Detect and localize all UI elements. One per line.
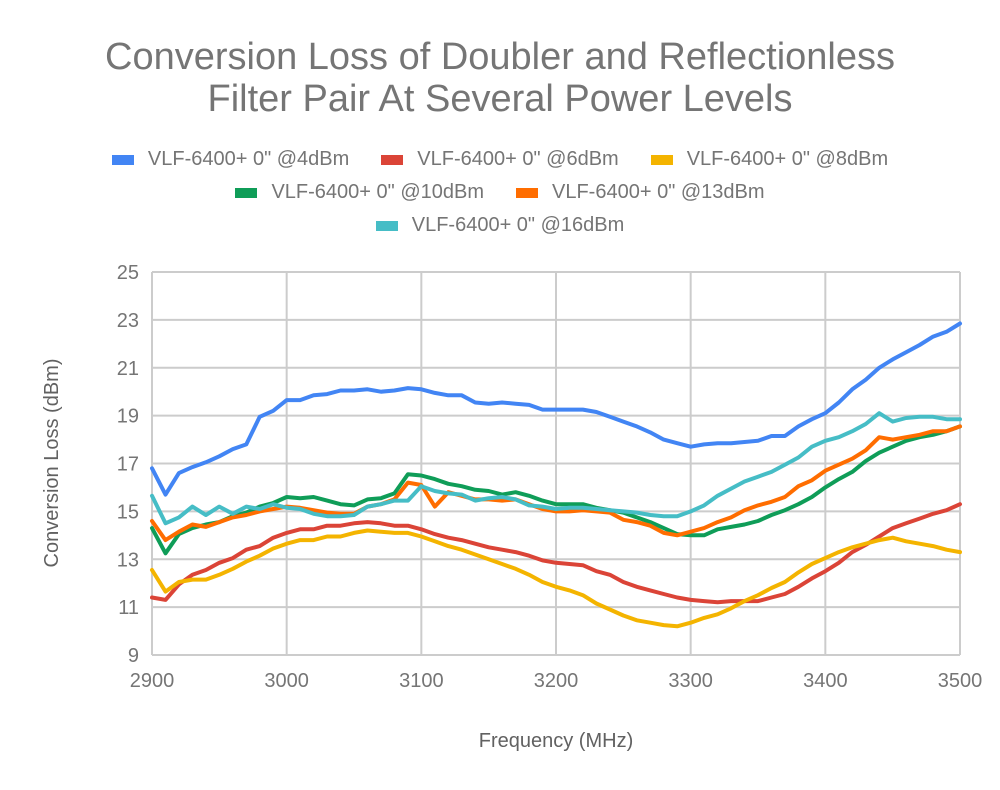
y-tick-label: 13 [117, 549, 139, 571]
chart-title-line-1: Conversion Loss of Doubler and Reflectio… [105, 36, 895, 78]
legend-item-4dbm[interactable]: VLF-6400+ 0" @4dBm [111, 148, 350, 171]
x-tick-label: 3100 [399, 670, 444, 692]
x-tick-label: 3500 [938, 670, 983, 692]
x-tick-label: 3000 [264, 670, 309, 692]
series-line-3[interactable] [150, 424, 962, 556]
legend-label: VLF-6400+ 0" @16dBm [411, 214, 625, 236]
legend-label: VLF-6400+ 0" @6dBm [417, 148, 619, 170]
legend: VLF-6400+ 0" @4dBm VLF-6400+ 0" @6dBm VL… [0, 143, 1000, 242]
x-tick-label: 2900 [130, 670, 175, 692]
legend-item-10dbm[interactable]: VLF-6400+ 0" @10dBm [235, 181, 484, 204]
legend-swatch [381, 154, 404, 165]
legend-swatch [111, 154, 134, 165]
legend-item-8dbm[interactable]: VLF-6400+ 0" @8dBm [650, 148, 889, 171]
series-line-5[interactable] [150, 411, 962, 526]
legend-row: VLF-6400+ 0" @4dBm VLF-6400+ 0" @6dBm VL… [0, 143, 1000, 176]
y-tick-label: 17 [117, 454, 139, 476]
legend-label: VLF-6400+ 0" @10dBm [271, 181, 484, 203]
x-tick-label: 3300 [668, 670, 713, 692]
legend-swatch [650, 154, 673, 165]
legend-swatch [375, 220, 398, 231]
y-tick-label: 11 [118, 597, 139, 619]
chart-title: Conversion Loss of Doubler and Reflectio… [0, 36, 1000, 120]
legend-row: VLF-6400+ 0" @16dBm [0, 209, 1000, 242]
y-tick-label: 15 [117, 501, 139, 523]
tick-labels: 9 11 13 15 17 19 21 23 25 2900 3000 3100 3200 3300 340… [117, 262, 983, 692]
legend-swatch [516, 187, 538, 198]
legend-row: VLF-6400+ 0" @10dBm VLF-6400+ 0" @13dBm [0, 176, 1000, 209]
y-tick-label: 25 [117, 262, 139, 284]
series-lines [150, 321, 962, 629]
x-axis-title: Frequency (MHz) [479, 730, 633, 752]
y-tick-label: 21 [117, 358, 139, 380]
x-tick-label: 3200 [534, 670, 579, 692]
legend-label: VLF-6400+ 0" @8dBm [686, 148, 889, 170]
y-axis-title: Conversion Loss (dBm) [41, 359, 63, 568]
x-tick-label: 3400 [803, 670, 848, 692]
gridlines [151, 271, 961, 656]
legend-swatch [235, 187, 258, 198]
series-line-1[interactable] [150, 502, 962, 605]
legend-item-16dbm[interactable]: VLF-6400+ 0" @16dBm [375, 214, 625, 237]
legend-item-13dbm[interactable]: VLF-6400+ 0" @13dBm [516, 181, 765, 204]
y-tick-label: 19 [117, 406, 139, 428]
y-tick-label: 9 [128, 645, 139, 667]
series-line-2[interactable] [150, 528, 962, 629]
chart-title-line-2: Filter Pair At Several Power Levels [207, 78, 793, 120]
y-tick-label: 23 [117, 310, 139, 332]
series-line-0[interactable] [150, 321, 962, 497]
legend-label: VLF-6400+ 0" @13dBm [552, 181, 765, 203]
legend-label: VLF-6400+ 0" @4dBm [147, 148, 350, 170]
legend-item-6dbm[interactable]: VLF-6400+ 0" @6dBm [381, 148, 619, 171]
